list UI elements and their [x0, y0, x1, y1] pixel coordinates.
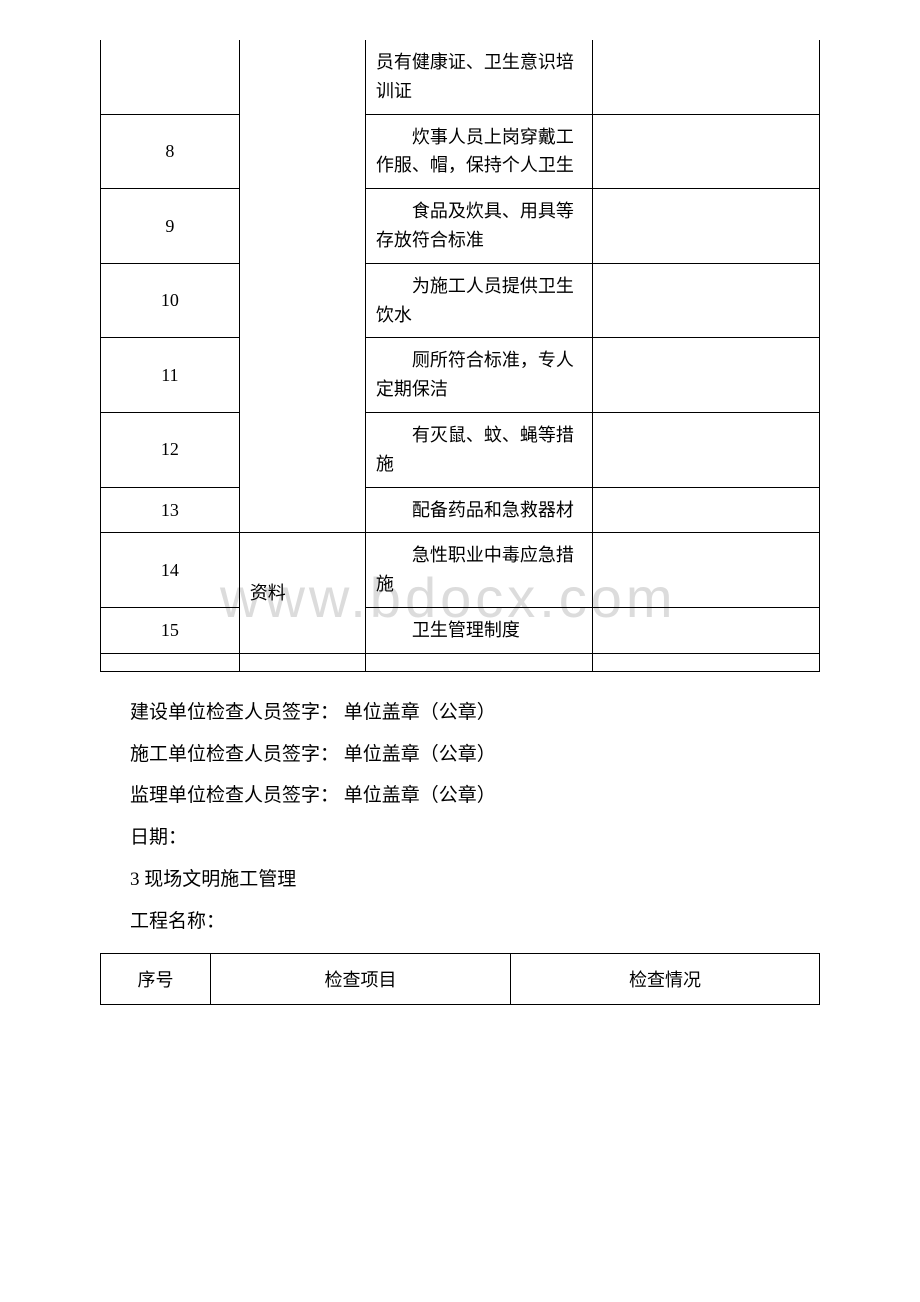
signature-block: 建设单位检查人员签字： 单位盖章（公章） 施工单位检查人员签字： 单位盖章（公章…: [100, 692, 820, 943]
empty-cell: [101, 653, 240, 671]
row-content: 食品及炊具、用具等存放符合标准: [365, 189, 592, 264]
row-content: 厕所符合标准，专人定期保洁: [365, 338, 592, 413]
row-content: 配备药品和急救器材: [365, 487, 592, 533]
section3-header-table: 序号 检查项目 检查情况: [100, 953, 820, 1005]
table-row: 15 卫生管理制度: [101, 607, 820, 653]
row-category: [239, 40, 365, 533]
row-content: 为施工人员提供卫生饮水: [365, 263, 592, 338]
row-status: [592, 487, 819, 533]
row-status: [592, 189, 819, 264]
section-title: 3 现场文明施工管理: [130, 859, 820, 901]
row-status: [592, 263, 819, 338]
table-header-row: 序号 检查项目 检查情况: [101, 953, 820, 1004]
table-row: 11 厕所符合标准，专人定期保洁: [101, 338, 820, 413]
row-status: [592, 607, 819, 653]
row-number: 15: [101, 607, 240, 653]
row-content: 卫生管理制度: [365, 607, 592, 653]
row-number: 10: [101, 263, 240, 338]
project-name-label: 工程名称：: [130, 901, 820, 943]
table-row: 8 炊事人员上岗穿戴工作服、帽，保持个人卫生: [101, 114, 820, 189]
header-seq: 序号: [101, 953, 211, 1004]
table-row: 10 为施工人员提供卫生饮水: [101, 263, 820, 338]
row-number: 13: [101, 487, 240, 533]
checklist-table: 员有健康证、卫生意识培训证 8 炊事人员上岗穿戴工作服、帽，保持个人卫生 9 食…: [100, 40, 820, 672]
row-status: [592, 533, 819, 608]
empty-cell: [239, 653, 365, 671]
table-row: 13 配备药品和急救器材: [101, 487, 820, 533]
table-row: 员有健康证、卫生意识培训证: [101, 40, 820, 114]
empty-cell: [592, 653, 819, 671]
row-content: 炊事人员上岗穿戴工作服、帽，保持个人卫生: [365, 114, 592, 189]
row-content: 急性职业中毒应急措施: [365, 533, 592, 608]
table-row: 12 有灭鼠、蚊、蝇等措施: [101, 412, 820, 487]
header-item: 检查项目: [211, 953, 511, 1004]
date-line: 日期：: [130, 817, 820, 859]
row-number: 12: [101, 412, 240, 487]
row-number: 9: [101, 189, 240, 264]
signature-line-builder: 建设单位检查人员签字： 单位盖章（公章）: [130, 692, 820, 734]
row-number: [101, 40, 240, 114]
table-row-empty: [101, 653, 820, 671]
row-content: 员有健康证、卫生意识培训证: [365, 40, 592, 114]
row-category: 资料: [239, 533, 365, 653]
row-status: [592, 412, 819, 487]
row-number: 8: [101, 114, 240, 189]
table-row: 14 资料 急性职业中毒应急措施: [101, 533, 820, 608]
row-content: 有灭鼠、蚊、蝇等措施: [365, 412, 592, 487]
row-status: [592, 114, 819, 189]
empty-cell: [365, 653, 592, 671]
signature-line-supervisor: 监理单位检查人员签字： 单位盖章（公章）: [130, 775, 820, 817]
row-status: [592, 338, 819, 413]
signature-line-contractor: 施工单位检查人员签字： 单位盖章（公章）: [130, 734, 820, 776]
table-row: 9 食品及炊具、用具等存放符合标准: [101, 189, 820, 264]
row-number: 11: [101, 338, 240, 413]
row-number: 14: [101, 533, 240, 608]
row-status: [592, 40, 819, 114]
header-status: 检查情况: [511, 953, 820, 1004]
